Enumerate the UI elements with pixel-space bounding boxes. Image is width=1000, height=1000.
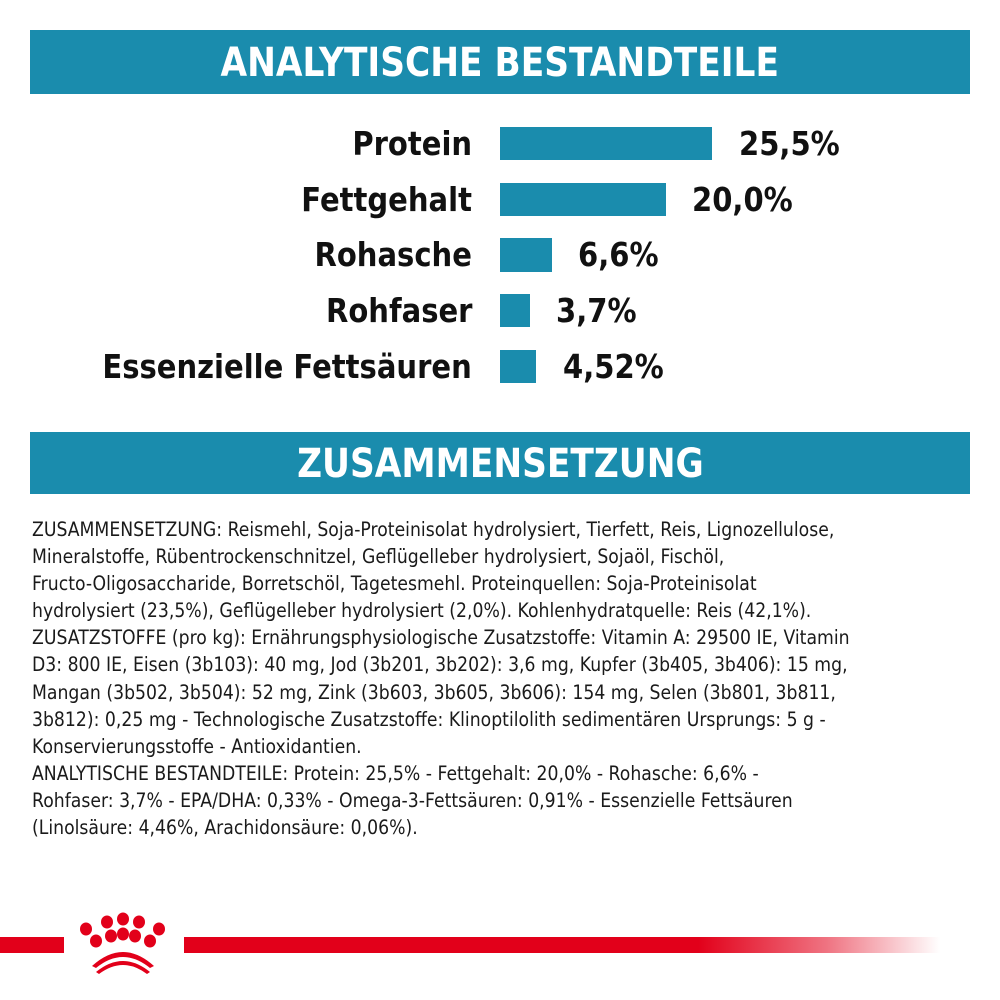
nutrient-row-fettgehalt: Fettgehalt 20,0% xyxy=(0,180,1000,219)
nutrient-value: 6,6% xyxy=(578,235,659,274)
text-line: ANALYTISCHE BESTANDTEILE: Protein: 25,5%… xyxy=(32,761,759,785)
section-header-analytical: ANALYTISCHE BESTANDTEILE xyxy=(30,30,970,94)
text-line: ZUSATZSTOFFE (pro kg): Ernährungsphysiol… xyxy=(32,626,850,650)
text-line: hydrolysiert (23,5%), Geflügelleber hydr… xyxy=(32,599,812,623)
nutrient-label: Protein xyxy=(352,124,472,163)
text-line: Konservierungsstoffe - Antioxidantien. xyxy=(32,734,362,758)
text-line: D3: 800 IE, Eisen (3b103): 40 mg, Jod (3… xyxy=(32,653,848,677)
nutrient-row-essenzielle-fettsaeuren: Essenzielle Fettsäuren 4,52% xyxy=(0,347,1000,386)
section-header-composition: ZUSAMMENSETZUNG xyxy=(30,432,970,494)
nutrient-bar xyxy=(500,350,536,383)
text-line: Mineralstoffe, Rübentrockenschnitzel, Ge… xyxy=(32,545,725,569)
nutrient-row-protein: Protein 25,5% xyxy=(0,124,1000,163)
nutrient-bar xyxy=(500,294,530,327)
nutrient-bar xyxy=(500,238,552,272)
nutrient-value: 20,0% xyxy=(692,180,793,219)
text-line: Fructo-Oligosaccharide, Borretschöl, Tag… xyxy=(32,572,757,596)
nutrient-label: Rohasche xyxy=(314,235,472,274)
nutrient-label: Fettgehalt xyxy=(301,180,472,219)
section-title: ZUSAMMENSETZUNG xyxy=(296,441,704,487)
text-line: ZUSAMMENSETZUNG: Reismehl, Soja-Proteini… xyxy=(32,518,835,541)
nutrient-row-rohfaser: Rohfaser 3,7% xyxy=(0,291,1000,330)
nutrient-label: Essenzielle Fettsäuren xyxy=(102,347,472,386)
nutrient-label: Rohfaser xyxy=(325,291,472,330)
nutrient-value: 25,5% xyxy=(739,124,840,163)
text-line: 3b812): 0,25 mg - Technologische Zusatzs… xyxy=(32,707,826,731)
footer-brand-line-right xyxy=(184,937,940,953)
text-line: (Linolsäure: 4,46%, Arachidonsäure: 0,06… xyxy=(32,816,418,840)
nutrient-bar xyxy=(500,127,712,160)
composition-text: ZUSAMMENSETZUNG: Reismehl, Soja-Proteini… xyxy=(32,516,982,841)
nutrient-value: 3,7% xyxy=(556,291,637,330)
nutrient-bar xyxy=(500,183,666,216)
nutrient-value: 4,52% xyxy=(563,347,664,386)
footer-brand-line-left xyxy=(0,937,64,953)
crown-logo-icon xyxy=(80,912,165,974)
text-line: Rohfaser: 3,7% - EPA/DHA: 0,33% - Omega-… xyxy=(32,788,793,812)
section-title: ANALYTISCHE BESTANDTEILE xyxy=(220,40,780,86)
text-line: Mangan (3b502, 3b504): 52 mg, Zink (3b60… xyxy=(32,680,836,704)
nutrient-row-rohasche: Rohasche 6,6% xyxy=(0,235,1000,274)
